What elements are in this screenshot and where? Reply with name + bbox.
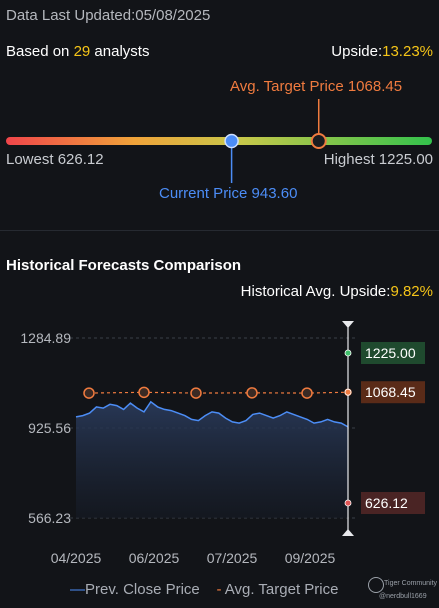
high-end-label-dot: [344, 349, 352, 357]
legend-target-icon: -: [216, 581, 225, 598]
based-suffix: analysts: [90, 43, 150, 60]
analyst-count-text: Based on 29 analysts: [6, 43, 149, 60]
current-price-label: Current Price 943.60: [159, 185, 298, 202]
high-end-label: 1225.00: [365, 345, 416, 361]
upside-text: Upside:13.23%: [331, 43, 433, 60]
based-prefix: Based on: [6, 43, 74, 60]
y-tick-label: 1284.89: [20, 330, 71, 346]
section-divider: [0, 230, 439, 231]
historical-upside-label: Historical Avg. Upside:: [240, 283, 391, 300]
historical-upside-value: 9.82%: [390, 283, 433, 300]
analyst-count: 29: [73, 43, 91, 60]
close-price-area: [76, 401, 348, 518]
avg-end-label: 1068.45: [365, 384, 416, 400]
x-tick-label: 09/2025: [285, 550, 336, 566]
current-price-marker: [224, 133, 239, 149]
avg-end-label-box: [361, 381, 425, 404]
target-price-point: [246, 387, 258, 399]
y-tick-label: 566.23: [28, 510, 71, 526]
low-end-label-dot: [344, 499, 352, 507]
avg-target-marker: [310, 133, 327, 149]
x-tick-label: 07/2025: [207, 550, 258, 566]
legend-close-label: Prev. Close Price: [85, 581, 200, 598]
target-price-point: [83, 387, 95, 399]
watermark-line2: @nerdbull1669: [379, 593, 427, 600]
x-tick-label: 04/2025: [51, 550, 102, 566]
avg-end-label-dot: [344, 388, 352, 396]
historical-upside-text: Historical Avg. Upside:9.82%: [241, 283, 433, 300]
target-price-point: [138, 386, 150, 399]
close-price-line: [75, 400, 349, 428]
highest-label: Highest 1225.00: [323, 151, 433, 168]
crosshair-top-handle: [342, 321, 354, 328]
lowest-label: Lowest 626.12: [6, 151, 104, 168]
x-tick-label: 06/2025: [129, 550, 180, 566]
low-end-label-box: [361, 491, 425, 514]
y-tick-label: 925.56: [28, 420, 71, 436]
target-price-line: [88, 391, 349, 394]
price-range-gauge: [6, 99, 432, 183]
tiger-logo-icon: [368, 577, 384, 593]
upside-label: Upside:: [331, 43, 383, 60]
legend-target-label: Avg. Target Price: [224, 581, 339, 598]
data-updated-text: Data Last Updated:05/08/2025: [6, 7, 211, 24]
low-end-label: 626.12: [365, 495, 408, 511]
target-price-point: [301, 387, 313, 399]
historical-title: Historical Forecasts Comparison: [6, 257, 242, 274]
crosshair-bottom-handle: [342, 529, 354, 536]
avg-target-label: Avg. Target Price 1068.45: [230, 78, 403, 95]
target-price-point: [190, 387, 202, 399]
chart-legend: —Prev. Close Price - Avg. Target Price: [70, 581, 338, 598]
high-end-label-box: [361, 342, 425, 365]
legend-close-icon: —: [70, 581, 85, 598]
watermark-line1: Tiger Community: [384, 580, 438, 587]
upside-value: 13.23%: [382, 43, 433, 60]
